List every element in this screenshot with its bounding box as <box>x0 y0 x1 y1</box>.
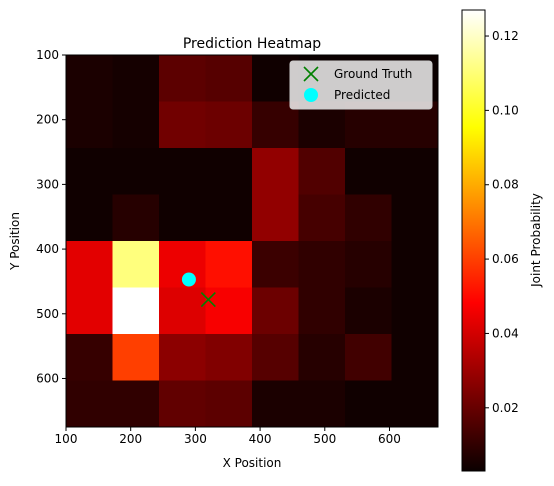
heatmap-cell <box>113 241 160 288</box>
heatmap-cell <box>113 148 160 195</box>
predicted-marker <box>182 272 196 286</box>
x-tick-label: 300 <box>184 432 207 446</box>
chart-title: Prediction Heatmap <box>183 36 321 52</box>
heatmap-cell <box>206 102 253 149</box>
heatmap-cell <box>159 195 206 242</box>
colorbar <box>462 10 485 471</box>
y-tick-label: 400 <box>36 242 59 256</box>
heatmap-cell <box>345 148 392 195</box>
heatmap-cell <box>66 102 113 149</box>
colorbar-tick-label: 0.04 <box>492 326 519 340</box>
heatmap-cell <box>66 381 113 428</box>
heatmap-cell <box>345 195 392 242</box>
heatmap-cell <box>299 334 346 381</box>
heatmap-cell <box>206 195 253 242</box>
heatmap-cell <box>66 241 113 288</box>
y-axis-label: Y Position <box>8 212 22 271</box>
heatmap-cell <box>113 102 160 149</box>
heatmap-cell <box>392 288 439 335</box>
heatmap-cell <box>206 334 253 381</box>
heatmap-cell <box>345 381 392 428</box>
heatmap-cell <box>392 381 439 428</box>
legend: Ground Truth Predicted <box>290 61 432 109</box>
heatmap-cell <box>345 288 392 335</box>
heatmap-cell <box>113 381 160 428</box>
heatmap-cell <box>206 241 253 288</box>
heatmap-cell <box>159 148 206 195</box>
heatmap-cell <box>299 381 346 428</box>
heatmap-cell <box>392 241 439 288</box>
heatmap-cell <box>252 334 299 381</box>
y-axis-ticks: 100 200 300 400 500 600 <box>36 48 66 385</box>
heatmap-cell <box>113 55 160 102</box>
heatmap-cell <box>392 148 439 195</box>
x-tick-label: 500 <box>313 432 336 446</box>
y-tick-label: 200 <box>36 113 59 127</box>
heatmap-cell <box>113 334 160 381</box>
x-tick-label: 600 <box>378 432 401 446</box>
heatmap-cell <box>159 102 206 149</box>
colorbar-tick-label: 0.06 <box>492 252 519 266</box>
heatmap-cell <box>252 195 299 242</box>
legend-label-predicted: Predicted <box>334 88 390 102</box>
heatmap-cell <box>252 148 299 195</box>
heatmap-cell <box>113 195 160 242</box>
heatmap-cell <box>66 288 113 335</box>
x-axis-ticks: 100 200 300 400 500 600 <box>55 427 401 446</box>
heatmap-cell <box>252 381 299 428</box>
heatmap-cell <box>66 195 113 242</box>
heatmap-cell <box>206 55 253 102</box>
heatmap-cell <box>159 55 206 102</box>
heatmap-cell <box>206 148 253 195</box>
heatmap-cell <box>66 148 113 195</box>
heatmap-cell <box>159 381 206 428</box>
heatmap-cell <box>66 55 113 102</box>
heatmap-cell <box>299 195 346 242</box>
heatmap-cell <box>159 288 206 335</box>
x-tick-label: 200 <box>119 432 142 446</box>
y-tick-label: 600 <box>36 371 59 385</box>
heatmap-cell <box>66 334 113 381</box>
heatmap-cells <box>66 55 439 428</box>
heatmap-cell <box>392 334 439 381</box>
heatmap-cell <box>345 241 392 288</box>
colorbar-tick-label: 0.08 <box>492 178 519 192</box>
legend-label-ground-truth: Ground Truth <box>334 67 412 81</box>
x-tick-label: 100 <box>55 432 78 446</box>
y-tick-label: 100 <box>36 48 59 62</box>
x-tick-label: 400 <box>249 432 272 446</box>
colorbar-tick-label: 0.12 <box>492 29 519 43</box>
heatmap-cell <box>252 288 299 335</box>
heatmap-cell <box>159 334 206 381</box>
heatmap-cell <box>299 148 346 195</box>
heatmap-cell <box>252 241 299 288</box>
y-tick-label: 300 <box>36 177 59 191</box>
y-tick-label: 500 <box>36 307 59 321</box>
heatmap-cell <box>299 288 346 335</box>
x-axis-label: X Position <box>223 456 282 470</box>
colorbar-ticks: 0.02 0.04 0.06 0.08 0.10 0.12 <box>485 29 519 415</box>
heatmap-cell <box>113 288 160 335</box>
colorbar-tick-label: 0.02 <box>492 401 519 415</box>
colorbar-label: Joint Probability <box>529 193 543 288</box>
heatmap-cell <box>392 195 439 242</box>
heatmap-cell <box>299 241 346 288</box>
colorbar-tick-label: 0.10 <box>492 103 519 117</box>
heatmap-cell <box>345 334 392 381</box>
predicted-legend-icon <box>304 88 318 102</box>
heatmap-cell <box>206 381 253 428</box>
